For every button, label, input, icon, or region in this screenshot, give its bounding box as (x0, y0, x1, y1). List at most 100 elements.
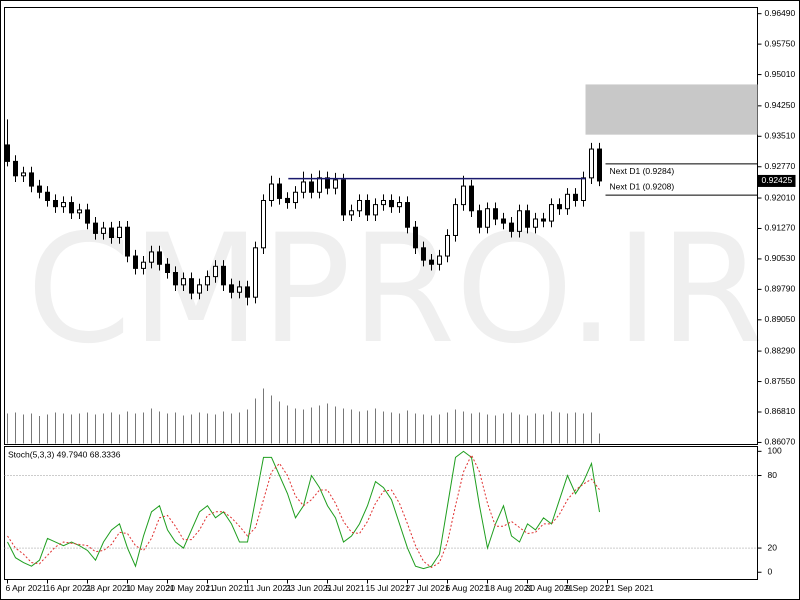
candle-body (141, 261, 146, 269)
y-tick-label: 100 (768, 446, 782, 456)
candle-body (69, 202, 74, 214)
x-tick-label: 11 Jun 2021 (246, 583, 292, 593)
candle-body (253, 247, 258, 298)
candle-body (13, 160, 18, 177)
y-tick-label: 0.94250 (765, 100, 796, 110)
candle-body (157, 251, 162, 265)
candle-body (5, 144, 10, 162)
candle-body (93, 222, 98, 234)
candle-body (269, 183, 274, 201)
y-tick-label: 0 (768, 566, 773, 576)
candle-body (221, 265, 226, 286)
candle-body (197, 284, 202, 294)
candle-body (461, 185, 466, 206)
candle-body (485, 208, 490, 228)
candle-body (117, 226, 122, 239)
candle-body (285, 197, 290, 204)
x-tick-label: 15 Jul 2021 (366, 583, 410, 593)
candle-body (109, 227, 114, 239)
y-tick-label: 0.90530 (765, 253, 796, 263)
y-tick-label: 0.88290 (765, 345, 796, 355)
candle-body (381, 199, 386, 206)
x-tick-label: 30 Aug 2021 (526, 583, 574, 593)
x-tick-label: 23 Jun 2021 (286, 583, 333, 593)
candle-body (557, 204, 562, 210)
candle-body (525, 210, 530, 228)
main-panel (4, 7, 758, 445)
candle-body (21, 172, 26, 177)
candle-body (317, 177, 322, 193)
candle-body (133, 255, 138, 269)
candle-body (325, 177, 330, 189)
candle-body (437, 255, 442, 265)
y-tick-label: 0.86810 (765, 406, 796, 416)
x-tick-label: 6 Apr 2021 (6, 583, 47, 593)
candle-body (533, 218, 538, 228)
candle-body (389, 199, 394, 208)
candle-body (293, 191, 298, 204)
candle-body (445, 234, 450, 257)
level-label: Next D1 (0.9208) (610, 181, 675, 191)
current-price-box (757, 174, 796, 187)
candle-body (77, 209, 82, 214)
candle-body (365, 199, 370, 216)
candle-body (37, 185, 42, 193)
x-tick-label: 5 Jul 2021 (326, 583, 365, 593)
candle-body (429, 259, 434, 265)
y-tick-label: 0.89790 (765, 284, 796, 294)
zone (585, 84, 758, 135)
candle-body (333, 179, 338, 189)
x-tick-label: 9 Sep 2021 (566, 583, 610, 593)
candle-body (357, 199, 362, 212)
candle-body (413, 226, 418, 249)
candle-body (597, 148, 602, 182)
y-tick-label: 0.89050 (765, 314, 796, 324)
y-tick-label: 0.86070 (765, 437, 796, 447)
candle-body (205, 276, 210, 286)
candle-body (373, 204, 378, 216)
y-tick-label: 0.95010 (765, 69, 796, 79)
x-tick-label: 28 Apr 2021 (86, 583, 132, 593)
candle-body (173, 271, 178, 286)
candle-body (149, 251, 154, 263)
candle-body (309, 181, 314, 193)
x-tick-label: 16 Apr 2021 (46, 583, 92, 593)
candle-body (589, 148, 594, 179)
candle-body (573, 193, 578, 201)
y-tick-label: 0.87550 (765, 376, 796, 386)
candle-body (29, 172, 34, 187)
candle-body (421, 247, 426, 261)
candle-body (565, 193, 570, 210)
x-tick-label: 20 May 2021 (166, 583, 215, 593)
x-tick-label: 6 Aug 2021 (446, 583, 489, 593)
y-tick-label: 20 (768, 542, 778, 552)
candle-body (469, 185, 474, 212)
x-tick-label: 18 Aug 2021 (486, 583, 534, 593)
candle-body (501, 218, 506, 224)
candle-body (261, 199, 266, 249)
candle-body (53, 199, 58, 208)
candle-body (45, 191, 50, 201)
candle-body (581, 177, 586, 201)
candle-body (277, 183, 282, 199)
candle-body (237, 286, 242, 293)
candle-body (549, 204, 554, 222)
level-label: Next D1 (0.9284) (610, 166, 675, 176)
candle-body (397, 202, 402, 208)
x-tick-label: 1 Jun 2021 (206, 583, 248, 593)
indicator-line (7, 453, 600, 569)
candle-body (125, 226, 130, 257)
candle-body (493, 208, 498, 220)
candle-body (181, 278, 186, 286)
y-tick-label: 0.92770 (765, 161, 796, 171)
indicator-title: Stoch(5,3,3) 49.7940 68.3336 (8, 449, 121, 459)
x-tick-label: 21 Sep 2021 (606, 583, 654, 593)
candle-body (165, 263, 170, 273)
candle-body (405, 202, 410, 228)
x-tick-label: 10 May 2021 (126, 583, 175, 593)
y-tick-label: 80 (768, 470, 778, 480)
y-tick-label: 0.91270 (765, 223, 796, 233)
current-price-label: 0.92425 (762, 175, 793, 185)
